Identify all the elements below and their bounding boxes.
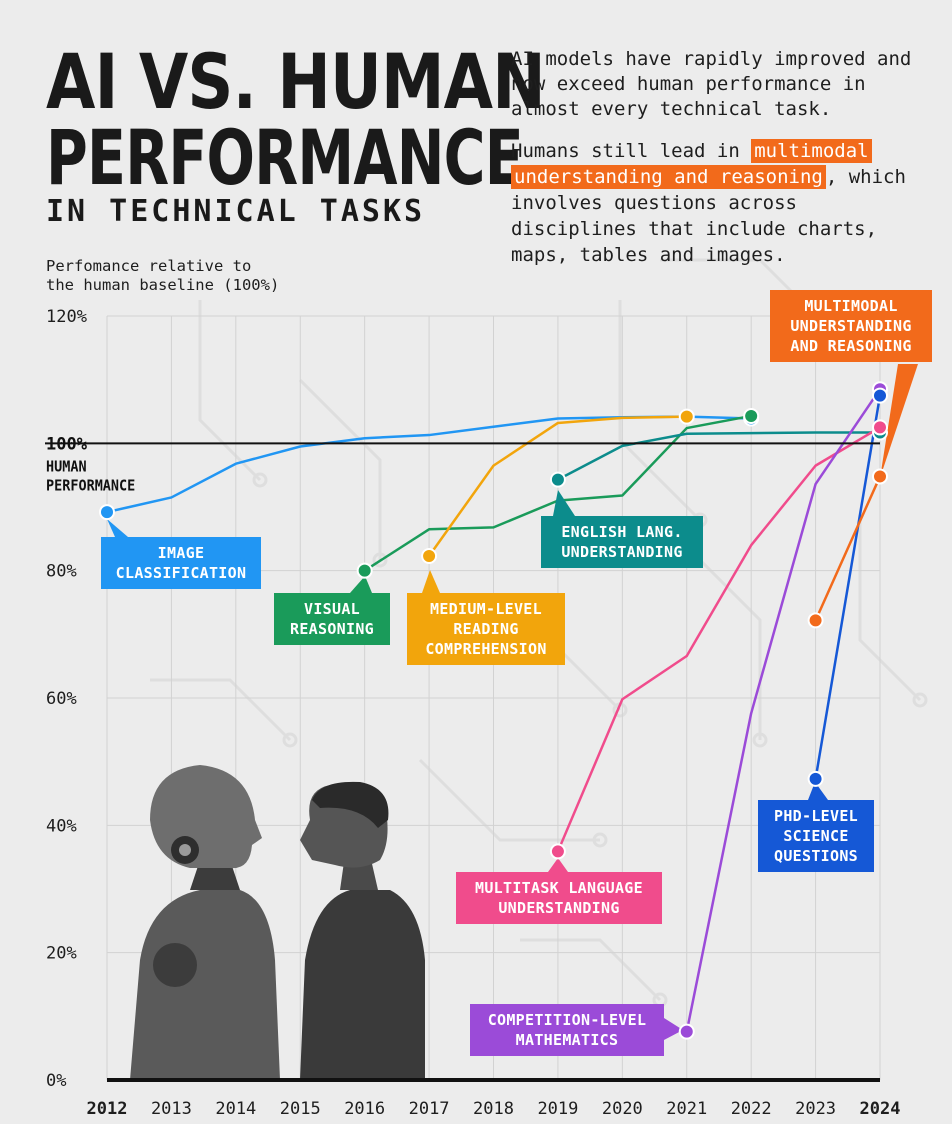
- title-line-2: PERFORMANCE: [46, 113, 524, 202]
- label-pointer-multitask_language: [548, 858, 568, 872]
- marker-start-image_classification: [99, 504, 115, 521]
- x-tick-label: 2016: [344, 1099, 385, 1119]
- robot-head-icon: [150, 765, 262, 869]
- label-pointer-visual_reasoning: [350, 576, 372, 593]
- marker-end-multitask_language: [872, 419, 888, 436]
- y-tick-label: 60%: [46, 689, 77, 709]
- series-line-phd_science: [814, 395, 882, 780]
- y-tick-label: 40%: [46, 816, 77, 836]
- series-markers: [99, 381, 888, 1040]
- label-visual_reasoning: VISUAL REASONING: [274, 593, 390, 645]
- title-line-3: IN TECHNICAL TASKS: [46, 194, 426, 229]
- axes: 0% 20% 40% 60% 80% 120% 100% HUMAN PERFORMANCE 20…: [45, 307, 900, 1119]
- x-tick-label: 2019: [537, 1099, 578, 1119]
- intro-paragraph-1: AI models have rapidly improved and now …: [511, 48, 912, 120]
- circuit-node: [912, 692, 928, 708]
- y-tick-label: 0%: [46, 1071, 66, 1091]
- x-tick-label: 2021: [666, 1099, 707, 1119]
- robot-shoulder-joint-icon: [153, 943, 197, 987]
- circuit-trace: [520, 938, 662, 1002]
- marker-end-phd_science: [872, 387, 888, 404]
- x-tick-label: 2015: [280, 1099, 321, 1119]
- robot-ear-inner-icon: [179, 844, 191, 856]
- circuit-node: [282, 732, 298, 748]
- marker-start-medium_reading: [421, 548, 438, 565]
- label-pointer-phd_science: [808, 782, 828, 800]
- y-tick-label: 120%: [46, 307, 87, 327]
- x-tick-label: 2024: [860, 1099, 901, 1119]
- circuit-node: [252, 472, 268, 488]
- marker-start-multitask_language: [549, 843, 566, 860]
- robot-and-human-illustration: [130, 765, 425, 1080]
- marker-end-visual_reasoning: [743, 407, 760, 424]
- x-tick-label: 2014: [215, 1099, 256, 1119]
- label-medium_reading: MEDIUM-LEVEL READING COMPREHENSION: [407, 593, 565, 665]
- marker-start-visual_reasoning: [356, 562, 373, 579]
- human-hair-icon: [312, 781, 389, 828]
- series-line-multitask_language: [556, 426, 881, 852]
- marker-start-multimodal: [807, 612, 824, 629]
- circuit-node: [592, 832, 608, 848]
- robot-body-icon: [130, 890, 280, 1080]
- intro-paragraph-2-post: , which involves questions across discip…: [511, 166, 906, 266]
- label-competition_math: COMPETITION-LEVEL MATHEMATICS: [470, 1004, 664, 1056]
- label-pointer-medium_reading: [422, 570, 440, 593]
- circuit-trace: [150, 678, 292, 742]
- label-pointer-image_classification: [107, 519, 128, 537]
- baseline-value-label: 100%: [46, 434, 88, 454]
- marker-start-english_understanding: [549, 471, 566, 488]
- x-tick-label: 2017: [409, 1099, 450, 1119]
- y-axis-note: Perfomance relative to the human baselin…: [46, 257, 280, 294]
- label-english_understanding: ENGLISH LANG. UNDERSTANDING: [541, 516, 703, 568]
- label-pointer-multimodal: [880, 364, 918, 478]
- label-pointer-english_understanding: [553, 490, 575, 516]
- circuit-trace: [418, 758, 600, 842]
- y-tick-label: 80%: [46, 562, 77, 582]
- intro-paragraph-2-pre: Humans still lead in: [511, 140, 752, 162]
- series-line-competition_math: [685, 388, 882, 1032]
- x-tick-label: 2018: [473, 1099, 514, 1119]
- baseline-text-label: HUMAN: [46, 459, 87, 476]
- x-tick-label: 2012: [87, 1099, 128, 1119]
- x-tick-label: 2022: [731, 1099, 772, 1119]
- circuit-trace: [858, 520, 922, 702]
- marker-start-competition_math: [678, 1023, 695, 1040]
- label-pointers: [107, 364, 918, 1040]
- human-body-icon: [300, 890, 425, 1080]
- marker-end-multimodal: [872, 468, 888, 485]
- series-line-english_understanding: [557, 431, 880, 481]
- label-pointer-competition_math: [664, 1018, 683, 1040]
- circuit-trace: [698, 558, 762, 740]
- series-line-medium_reading: [428, 415, 687, 557]
- intro-paragraph-2: Humans still lead in multimodal understa…: [511, 138, 931, 268]
- circuit-trace: [618, 300, 702, 522]
- series-line-multimodal: [814, 475, 882, 621]
- circuit-trace: [198, 300, 262, 482]
- title-line-1: AI VS. HUMAN: [46, 37, 546, 126]
- x-tick-label: 2020: [602, 1099, 643, 1119]
- y-tick-label: 20%: [46, 944, 77, 964]
- marker-end-medium_reading: [678, 408, 695, 425]
- baseline-text-label: PERFORMANCE: [46, 478, 135, 495]
- x-tick-label: 2023: [795, 1099, 836, 1119]
- marker-start-phd_science: [807, 770, 824, 787]
- circuit-node: [752, 732, 768, 748]
- label-image_classification: IMAGE CLASSIFICATION: [101, 537, 261, 589]
- circuit-trace: [298, 378, 382, 560]
- circuit-node: [372, 552, 388, 568]
- label-phd_science: PHD-LEVEL SCIENCE QUESTIONS: [758, 800, 874, 872]
- label-multitask_language: MULTITASK LANGUAGE UNDERSTANDING: [456, 872, 662, 924]
- x-tick-label: 2013: [151, 1099, 192, 1119]
- label-multimodal: MULTIMODAL UNDERSTANDING AND REASONING: [770, 290, 932, 362]
